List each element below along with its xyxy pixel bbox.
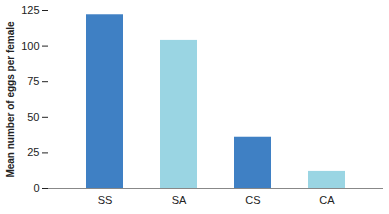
svg-text:Mean number of eggs per female: Mean number of eggs per female bbox=[5, 21, 16, 178]
svg-text:25: 25 bbox=[27, 146, 39, 158]
svg-text:CA: CA bbox=[319, 194, 335, 206]
svg-text:SA: SA bbox=[172, 194, 187, 206]
svg-text:125: 125 bbox=[21, 4, 39, 16]
svg-text:0: 0 bbox=[33, 182, 39, 194]
svg-text:50: 50 bbox=[27, 111, 39, 123]
svg-text:75: 75 bbox=[27, 75, 39, 87]
svg-text:SS: SS bbox=[98, 194, 113, 206]
svg-text:100: 100 bbox=[21, 40, 39, 52]
svg-text:CS: CS bbox=[245, 194, 260, 206]
